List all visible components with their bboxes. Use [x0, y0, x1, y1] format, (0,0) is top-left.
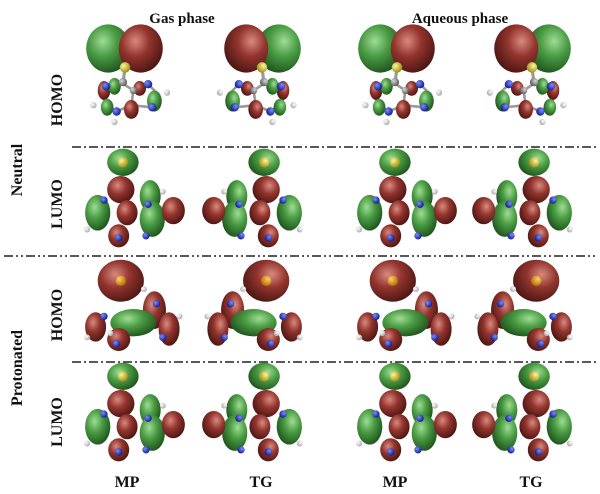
column-footer-mp-gas: MP	[115, 474, 140, 491]
orbital-neutral-lumo-tg-gas	[202, 148, 303, 248]
orbital-neutral-homo-mp-gas	[84, 22, 172, 127]
orbital-neutral-homo-mp-aqueous	[356, 22, 444, 127]
orbital-neutral-homo-tg-gas	[215, 22, 303, 127]
group-label-neutral: Neutral	[9, 143, 26, 196]
column-header-gas-phase: Gas phase	[149, 11, 215, 27]
orbital-neutral-lumo-mp-gas	[84, 148, 185, 248]
orbital-protonated-lumo-mp-aqueous	[356, 362, 457, 462]
column-header-aqueous-phase: Aqueous phase	[412, 11, 509, 27]
orbital-protonated-homo-mp-aqueous	[356, 259, 455, 352]
column-footer-mp-aqueous: MP	[383, 474, 408, 491]
orbital-neutral-lumo-mp-aqueous	[356, 148, 457, 248]
row-label-protonated-lumo: LUMO	[49, 397, 66, 447]
orbital-protonated-homo-tg-aqueous	[474, 259, 573, 352]
row-label-neutral-lumo: LUMO	[49, 179, 66, 229]
orbital-protonated-lumo-tg-aqueous	[472, 362, 573, 462]
column-footer-tg-gas: TG	[249, 474, 273, 491]
orbital-neutral-lumo-tg-aqueous	[472, 148, 573, 248]
orbital-protonated-homo-tg-gas	[204, 259, 303, 352]
row-label-neutral-homo: HOMO	[49, 74, 66, 126]
group-label-protonated: Protonated	[9, 330, 26, 406]
orbital-protonated-lumo-mp-gas	[84, 362, 185, 462]
orbital-grid	[84, 22, 573, 462]
orbital-protonated-homo-mp-gas	[84, 259, 183, 352]
orbital-protonated-lumo-tg-gas	[202, 362, 303, 462]
orbital-neutral-homo-tg-aqueous	[485, 22, 573, 127]
column-footer-tg-aqueous: TG	[519, 474, 543, 491]
row-label-protonated-homo: HOMO	[49, 289, 66, 341]
